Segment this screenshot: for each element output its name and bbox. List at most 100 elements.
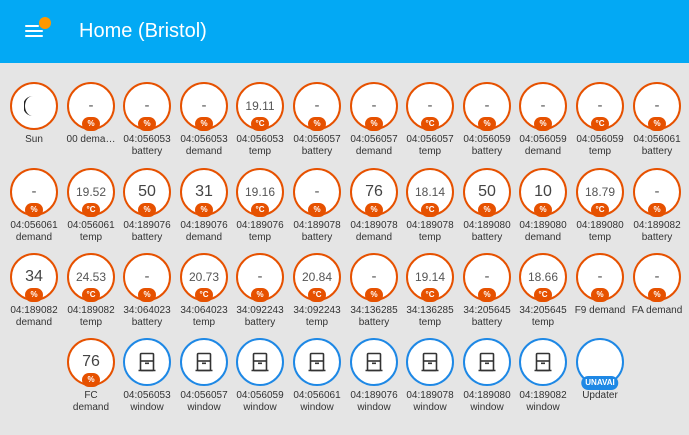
badge-circle: 24.53 °C — [67, 253, 115, 302]
badge-label-line2: battery — [471, 317, 503, 328]
state-badge[interactable]: -% 04:056053 demand — [174, 82, 234, 167]
state-badge[interactable]: -% 04:189082 battery — [627, 168, 687, 253]
menu-button[interactable] — [22, 17, 52, 45]
badge-label-line2: battery — [641, 146, 673, 157]
badge-unit: % — [365, 288, 383, 302]
state-badge[interactable]: -% 00 dema… — [61, 82, 121, 167]
state-badge[interactable]: 20.73 °C 34:064023 temp — [174, 253, 234, 338]
state-badge[interactable]: 04:056061 window — [287, 338, 347, 423]
state-badge[interactable]: 19.52 °C 04:056061 temp — [61, 168, 121, 253]
badge-label-line2: temp — [305, 317, 329, 328]
window-closed-icon — [465, 340, 509, 384]
badge-value: - — [371, 97, 377, 114]
window-closed-icon — [521, 340, 565, 384]
badge-label-line2: temp — [588, 146, 612, 157]
badge-label-line2: battery — [471, 146, 503, 157]
state-badge[interactable]: 18.79 °C 04:189080 temp — [570, 168, 630, 253]
badge-circle: -% — [463, 253, 511, 302]
state-badge[interactable]: 34% 04:189082 demand — [4, 253, 64, 338]
badge-value: - — [654, 183, 660, 200]
badge-label: 34:092243 battery — [224, 305, 296, 329]
state-badge[interactable]: -% 04:056053 battery — [117, 82, 177, 167]
state-badge[interactable]: 04:189078 window — [400, 338, 460, 423]
badge-label-line1: Sun — [25, 134, 43, 145]
state-badge[interactable]: 31% 04:189076 demand — [174, 168, 234, 253]
state-badge[interactable]: 04:056057 window — [174, 338, 234, 423]
badge-circle: -% — [576, 253, 624, 302]
badge-label-line2: battery — [358, 317, 390, 328]
badge-circle — [350, 338, 398, 386]
badge-label-line1: 04:189080 — [519, 220, 567, 231]
badge-label-line2: temp — [192, 317, 216, 328]
state-badge[interactable]: 04:189076 window — [344, 338, 404, 423]
state-badge[interactable]: 10% 04:189080 demand — [513, 168, 573, 253]
state-badge[interactable]: - °C 04:056057 temp — [400, 82, 460, 167]
badge-label-line2: window — [130, 402, 164, 413]
state-badge[interactable]: -% FA demand — [627, 253, 687, 338]
notification-dot — [39, 17, 51, 29]
badge-value: 19.14 — [414, 270, 446, 284]
badge-unit: % — [648, 117, 666, 131]
badge-label-line1: 04:056061 — [293, 390, 341, 401]
state-badge[interactable]: -% 04:056057 battery — [287, 82, 347, 167]
badge-circle: 10% — [519, 168, 567, 217]
badge-label-line2: battery — [301, 232, 333, 243]
state-badge[interactable]: -% 34:092243 battery — [230, 253, 290, 338]
state-badge[interactable]: -% 04:056057 demand — [344, 82, 404, 167]
badge-label-line1: 04:189080 — [463, 390, 511, 401]
state-badge[interactable]: 20.84 °C 34:092243 temp — [287, 253, 347, 338]
badge-circle — [180, 338, 228, 386]
badge-unit: % — [308, 203, 326, 217]
state-badge[interactable]: 50% 04:189080 battery — [457, 168, 517, 253]
state-badge[interactable]: 04:189080 window — [457, 338, 517, 423]
state-badge[interactable]: 04:189082 window — [513, 338, 573, 423]
state-badge[interactable]: 18.66 °C 34:205645 temp — [513, 253, 573, 338]
unavailable-label: UNAVAI — [581, 376, 619, 390]
state-badge[interactable]: - °C 04:056059 temp — [570, 82, 630, 167]
badge-unit: % — [25, 288, 43, 302]
badge-label-line1: 04:056053 — [236, 134, 284, 145]
badge-circle: 18.14 °C — [406, 168, 454, 217]
state-badge[interactable]: -% 34:205645 battery — [457, 253, 517, 338]
state-badge[interactable]: 76% 04:189078 demand — [344, 168, 404, 253]
badge-label: F9 demand — [564, 305, 636, 317]
badge-unit: % — [82, 117, 100, 131]
badge-label-line1: 34:136285 — [406, 305, 454, 316]
badge-label-line1: 04:189080 — [576, 220, 624, 231]
state-badge[interactable]: 19.14 °C 34:136285 temp — [400, 253, 460, 338]
badge-label-line2: demand — [185, 146, 223, 157]
state-badge[interactable]: -% 04:056059 battery — [457, 82, 517, 167]
state-badge[interactable]: Sun — [4, 82, 64, 167]
state-badge[interactable]: 19.16 °C 04:189076 temp — [230, 168, 290, 253]
state-badge[interactable]: -% F9 demand — [570, 253, 630, 338]
badge-label: 04:056057 window — [168, 390, 240, 414]
state-badge[interactable]: 04:056059 window — [230, 338, 290, 423]
badge-label-line2: temp — [79, 232, 103, 243]
state-badge[interactable]: -% 04:189078 battery — [287, 168, 347, 253]
badge-label: 04:056059 window — [224, 390, 296, 414]
badge-circle: 19.11 °C — [236, 82, 284, 131]
state-badge[interactable]: 04:056053 window — [117, 338, 177, 423]
state-badge[interactable]: -% 04:056061 battery — [627, 82, 687, 167]
badge-label-line2: temp — [248, 232, 272, 243]
state-badge[interactable]: -% 34:136285 battery — [344, 253, 404, 338]
badge-label: 04:189080 temp — [564, 220, 636, 244]
state-badge[interactable]: 18.14 °C 04:189078 temp — [400, 168, 460, 253]
state-badge[interactable]: -% 04:056059 demand — [513, 82, 573, 167]
state-badge[interactable]: UNAVAI Updater — [570, 338, 630, 423]
badge-circle: UNAVAI — [576, 338, 624, 390]
badge-value: 31 — [195, 183, 213, 200]
state-badge[interactable]: -% 04:056061 demand — [4, 168, 64, 253]
state-badge[interactable]: 19.11 °C 04:056053 temp — [230, 82, 290, 167]
badge-circle: -% — [350, 82, 398, 131]
badge-label: 04:189082 window — [507, 390, 579, 414]
state-badge[interactable]: 50% 04:189076 battery — [117, 168, 177, 253]
badge-circle: 76% — [67, 338, 115, 387]
state-badge[interactable]: 76% FC demand — [61, 338, 121, 423]
badge-circle: 76% — [350, 168, 398, 217]
badge-label: 04:056053 temp — [224, 134, 296, 158]
badge-value: 19.16 — [244, 185, 276, 199]
state-badge[interactable]: -% 34:064023 battery — [117, 253, 177, 338]
state-badge[interactable]: 24.53 °C 04:189082 temp — [61, 253, 121, 338]
badge-label: 04:189076 demand — [168, 220, 240, 244]
